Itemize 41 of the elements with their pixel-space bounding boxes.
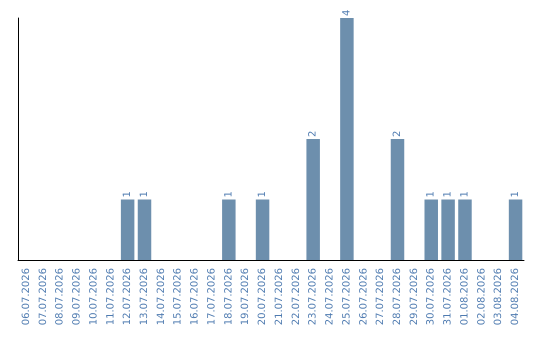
x-tick-label: 24.07.2026 — [324, 268, 336, 326]
data-label: 2 — [308, 130, 319, 137]
data-label: 1 — [459, 191, 470, 198]
x-tick-label: 12.07.2026 — [122, 268, 134, 326]
data-label: 1 — [139, 191, 150, 198]
data-label: 1 — [510, 191, 522, 198]
data-label: 2 — [392, 130, 403, 137]
data-label: 1 — [122, 191, 134, 198]
x-tick-label: 14.07.2026 — [156, 268, 167, 326]
data-label: 1 — [223, 191, 234, 198]
data-label: 1 — [442, 191, 454, 198]
x-tick-label: 10.07.2026 — [88, 268, 100, 326]
x-tick-label: 09.07.2026 — [72, 268, 83, 326]
x-tick-label: 11.07.2026 — [105, 268, 116, 326]
x-tick-label: 13.07.2026 — [139, 268, 150, 326]
data-label: 1 — [426, 191, 437, 198]
x-tick-label: 27.07.2026 — [375, 268, 386, 326]
x-tick-label: 26.07.2026 — [358, 268, 370, 326]
data-label: 1 — [257, 191, 268, 198]
x-tick-label: 18.07.2026 — [223, 268, 234, 326]
x-tick-label: 16.07.2026 — [190, 268, 201, 326]
x-tick-label: 22.07.2026 — [290, 268, 302, 326]
x-tick-label: 08.07.2026 — [54, 268, 66, 326]
data-label: 4 — [341, 10, 352, 16]
x-tick-label: 15.07.2026 — [172, 268, 184, 326]
x-tick-label: 19.07.2026 — [240, 268, 252, 326]
x-tick-label: 17.07.2026 — [206, 268, 218, 326]
x-tick-label: 07.07.2026 — [38, 268, 49, 326]
x-tick-label: 06.07.2026 — [20, 268, 32, 326]
x-tick-label: 30.07.2026 — [426, 268, 437, 326]
x-tick-label: 23.07.2026 — [308, 268, 319, 326]
x-tick-label: 31.07.2026 — [442, 268, 454, 326]
x-tick-label: 20.07.2026 — [257, 268, 268, 326]
x-tick-label: 25.07.2026 — [341, 268, 352, 326]
x-tick-label: 04.08.2026 — [510, 268, 522, 326]
x-tick-label: 01.08.2026 — [459, 268, 470, 326]
x-tick-label: 28.07.2026 — [392, 268, 403, 326]
x-tick-label: 03.08.2026 — [493, 268, 504, 326]
x-tick-label: 02.08.2026 — [476, 268, 488, 326]
x-tick-label: 29.07.2026 — [408, 268, 420, 326]
x-tick-label: 21.07.2026 — [274, 268, 285, 326]
